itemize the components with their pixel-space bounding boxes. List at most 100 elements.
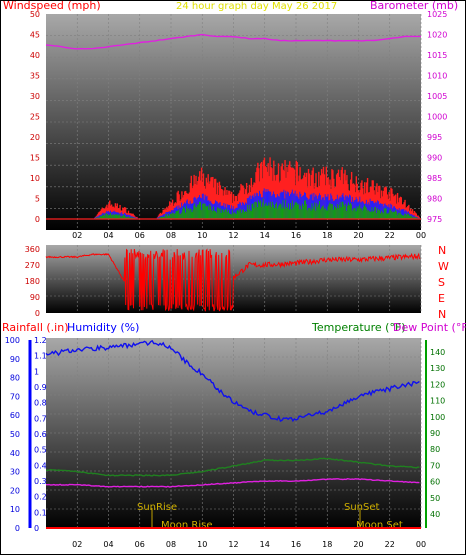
time-tick-label: 10 [197,540,207,549]
direction-tick-label: 0 [35,309,40,318]
temperature-tick-label: 120 [430,380,445,389]
direction-degree-ticks: 360 270 180 90 0 [25,245,40,318]
time-tick-label: 04 [103,231,113,240]
rain-tick-label: 0.4 [34,461,47,470]
panel-bottom-plot [46,338,421,529]
sunrise-label: SunRise [137,502,177,513]
temperature-tick-label: 40 [430,510,440,519]
time-tick-label: 16 [291,540,301,549]
temperature-tick-label: 60 [430,478,440,487]
baro-tick-label: 985 [427,174,442,183]
time-axis-top: 02 04 06 08 10 12 14 16 18 20 22 00 [72,231,426,240]
rain-tick-label: 0.7 [34,414,47,423]
compass-label: W [438,260,449,273]
chart-title: 24 hour graph day May 26 2017 [176,1,337,12]
rain-axis-ticks: 1.2 1.1 1 0.9 0.8 0.7 0.6 0.5 0.4 0.3 0.2 0.1 0 [34,336,47,533]
baro-tick-label: 1025 [427,10,447,19]
wind-tick-label: 0 [35,215,40,224]
humidity-tick-label: 100 [5,336,20,345]
humidity-axis-title: Humidity (%) [67,321,139,334]
humidity-line [45,339,420,423]
time-tick-label: 04 [103,540,113,549]
temperature-axis-title: Temperature (°F) [311,321,406,334]
compass-label: E [438,292,445,305]
rain-tick-label: 0.9 [34,383,47,392]
rain-tick-label: 0 [34,524,39,533]
direction-tick-label: 90 [30,293,40,302]
time-tick-label: 20 [353,231,363,240]
baro-tick-label: 980 [427,195,442,204]
time-axis-bottom: 02 04 06 08 10 12 14 16 18 20 22 00 [72,540,426,549]
rainfall-axis-title: Rainfall (.in) [2,321,69,334]
time-tick-label: 12 [228,231,238,240]
time-tick-label: 22 [385,540,395,549]
temperature-axis-ticks: 140 130 120 110 100 90 80 70 60 50 40 [430,348,445,519]
humidity-tick-label: 70 [10,392,20,401]
wind-direction-line [45,248,421,312]
direction-tick-label: 270 [25,261,40,270]
humidity-tick-label: 90 [10,355,20,364]
baro-tick-label: 975 [427,215,442,224]
wind-tick-label: 40 [30,51,40,60]
humidity-tick-label: 80 [10,374,20,383]
time-tick-label: 08 [166,540,176,549]
time-tick-label: 14 [260,231,270,240]
wind-tick-label: 5 [35,195,40,204]
time-tick-label: 02 [72,540,82,549]
rain-tick-label: 0.2 [34,493,47,502]
temperature-tick-label: 130 [430,364,445,373]
humidity-tick-label: 60 [10,411,20,420]
time-tick-label: 06 [135,231,145,240]
baro-tick-label: 1000 [427,113,447,122]
wind-tick-label: 45 [30,31,40,40]
dewpoint-line [46,477,420,488]
compass-label: N [438,244,446,257]
temperature-tick-label: 100 [430,413,445,422]
compass-label: S [438,276,445,289]
time-tick-label: 22 [385,231,395,240]
rain-tick-label: 0.1 [34,508,47,517]
barometer-line [45,33,421,50]
time-tick-label: 00 [416,540,426,549]
time-tick-label: 00 [416,231,426,240]
time-tick-label: 20 [353,540,363,549]
baro-tick-label: 1010 [427,72,447,81]
moonrise-label: Moon Rise [161,520,212,531]
humidity-tick-label: 0 [15,524,20,533]
humidity-tick-label: 40 [10,449,20,458]
rain-tick-label: 0.5 [34,446,47,455]
baro-axis-ticks: 1025 1020 1015 1010 1005 1000 995 990 985 980 975 [427,10,447,224]
baro-axis-title: Barometer (mb) [370,0,458,12]
direction-tick-label: 360 [25,245,40,254]
temperature-tick-label: 70 [430,461,440,470]
wind-bars [94,157,420,219]
direction-tick-label: 180 [25,277,40,286]
rain-tick-label: 0.8 [34,399,47,408]
humidity-tick-label: 50 [10,430,20,439]
temperature-tick-label: 90 [430,429,440,438]
humidity-tick-label: 30 [10,468,20,477]
rain-tick-label: 1.1 [34,352,47,361]
baro-tick-label: 990 [427,154,442,163]
time-tick-label: 14 [260,540,270,549]
wind-axis-title: Windspeed (mph) [3,0,101,12]
wind-tick-label: 35 [30,72,40,81]
time-tick-label: 10 [197,231,207,240]
baro-tick-label: 1015 [427,51,447,60]
rain-tick-label: 1 [34,367,39,376]
time-tick-label: 16 [291,231,301,240]
baro-tick-label: 995 [427,133,442,142]
wind-tick-label: 20 [30,133,40,142]
rain-tick-label: 1.2 [34,336,47,345]
time-tick-label: 06 [135,540,145,549]
humidity-tick-label: 20 [10,486,20,495]
rain-tick-label: 0.3 [34,477,47,486]
time-tick-label: 02 [72,231,82,240]
time-tick-label: 12 [228,540,238,549]
dewpoint-axis-title: Dew Point (°F) [393,321,466,334]
baro-tick-label: 1005 [427,92,447,101]
